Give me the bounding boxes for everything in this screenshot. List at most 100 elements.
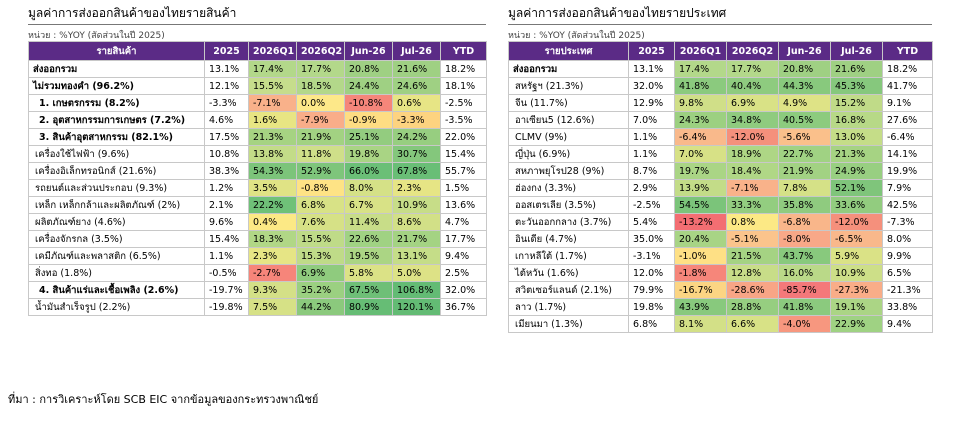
value-cell: -0.5% bbox=[204, 264, 249, 282]
value-cell: 0.4% bbox=[248, 213, 297, 231]
value-cell: 1.1% bbox=[628, 145, 675, 163]
row-label: สิ่งทอ (1.8%) bbox=[28, 264, 205, 282]
value-cell: 13.1% bbox=[204, 60, 249, 78]
value-cell: 0.8% bbox=[726, 213, 779, 231]
table-row: อินเดีย (4.7%) 35.0% 20.4% -5.1% -8.0% -6.5% 8… bbox=[508, 230, 933, 248]
value-cell: 8.0% bbox=[344, 179, 393, 197]
row-label: ส่งออกรวม bbox=[508, 60, 629, 78]
row-label: CLMV (9%) bbox=[508, 128, 629, 146]
row-label: น้ำมันสำเร็จรูป (2.2%) bbox=[28, 298, 205, 316]
value-cell: 13.1% bbox=[628, 60, 675, 78]
value-cell: 44.3% bbox=[778, 77, 831, 95]
row-label: ไต้หวัน (1.6%) bbox=[508, 264, 629, 282]
value-cell: -8.0% bbox=[778, 230, 831, 248]
product-table-title: มูลค่าการส่งออกสินค้าของไทยรายสินค้า bbox=[28, 6, 486, 25]
table-row: ลาว (1.7%) 19.8% 43.9% 28.8% 41.8% 19.1% 33.8% bbox=[508, 298, 933, 316]
value-cell: 9.6% bbox=[204, 213, 249, 231]
value-cell: 18.1% bbox=[440, 77, 487, 95]
value-cell: 15.3% bbox=[296, 247, 345, 265]
value-cell: 21.6% bbox=[392, 60, 441, 78]
value-cell: 66.0% bbox=[344, 162, 393, 180]
value-cell: -7.3% bbox=[882, 213, 933, 231]
value-cell: 9.9% bbox=[882, 247, 933, 265]
table-row: ไต้หวัน (1.6%) 12.0% -1.8% 12.8% 16.0% 10.9% 6… bbox=[508, 264, 933, 282]
value-cell: 4.7% bbox=[440, 213, 487, 231]
value-cell: 15.4% bbox=[440, 145, 487, 163]
value-cell: 24.4% bbox=[344, 77, 393, 95]
row-label: 4. สินค้าแร่และเชื้อเพลิง (2.6%) bbox=[28, 281, 205, 299]
value-cell: 35.0% bbox=[628, 230, 675, 248]
value-cell: 9.8% bbox=[674, 94, 727, 112]
value-cell: 1.1% bbox=[628, 128, 675, 146]
column-header: YTD bbox=[440, 41, 487, 61]
value-cell: 106.8% bbox=[392, 281, 441, 299]
value-cell: -2.5% bbox=[628, 196, 675, 214]
value-cell: 2.9% bbox=[628, 179, 675, 197]
value-cell: 11.8% bbox=[296, 145, 345, 163]
value-cell: 18.5% bbox=[296, 77, 345, 95]
value-cell: -85.7% bbox=[778, 281, 831, 299]
row-label: 1. เกษตรกรรม (8.2%) bbox=[28, 94, 205, 112]
table-row: ตะวันออกกลาง (3.7%) 5.4% -13.2% 0.8% -6.8% -1… bbox=[508, 213, 933, 231]
table-row: ญี่ปุ่น (6.9%) 1.1% 7.0% 18.9% 22.7% 21.3% 14.… bbox=[508, 145, 933, 163]
value-cell: 12.0% bbox=[628, 264, 675, 282]
value-cell: 8.1% bbox=[674, 315, 727, 333]
value-cell: 38.3% bbox=[204, 162, 249, 180]
value-cell: 1.2% bbox=[204, 179, 249, 197]
value-cell: 21.9% bbox=[778, 162, 831, 180]
value-cell: -27.3% bbox=[830, 281, 883, 299]
value-cell: 19.8% bbox=[628, 298, 675, 316]
table-row: สิ่งทอ (1.8%) -0.5% -2.7% 6.9% 5.8% 5.0% 2.5% bbox=[28, 264, 487, 282]
value-cell: -10.8% bbox=[344, 94, 393, 112]
value-cell: 5.9% bbox=[830, 247, 883, 265]
value-cell: 33.6% bbox=[830, 196, 883, 214]
table-row: เครื่องใช้ไฟฟ้า (9.6%) 10.8% 13.8% 11.8% 19.… bbox=[28, 145, 487, 163]
value-cell: 24.9% bbox=[830, 162, 883, 180]
value-cell: 43.9% bbox=[674, 298, 727, 316]
value-cell: 33.8% bbox=[882, 298, 933, 316]
value-cell: 13.6% bbox=[440, 196, 487, 214]
value-cell: 13.9% bbox=[674, 179, 727, 197]
value-cell: 13.8% bbox=[248, 145, 297, 163]
value-cell: 24.2% bbox=[392, 128, 441, 146]
value-cell: 7.6% bbox=[296, 213, 345, 231]
column-header: Jul-26 bbox=[392, 41, 441, 61]
column-header: 2026Q2 bbox=[726, 41, 779, 61]
value-cell: 22.2% bbox=[248, 196, 297, 214]
value-cell: -28.6% bbox=[726, 281, 779, 299]
value-cell: 17.7% bbox=[440, 230, 487, 248]
value-cell: 42.5% bbox=[882, 196, 933, 214]
value-cell: -7.1% bbox=[726, 179, 779, 197]
table-row: น้ำมันสำเร็จรูป (2.2%) -19.8% 7.5% 44.2% 80.… bbox=[28, 298, 487, 316]
row-label: เกาหลีใต้ (1.7%) bbox=[508, 247, 629, 265]
country-table-unit: หน่วย : %YOY (สัดส่วนในปี 2025) bbox=[508, 31, 645, 41]
table-row: 4. สินค้าแร่และเชื้อเพลิง (2.6%) -19.7% 9.… bbox=[28, 281, 487, 299]
value-cell: 33.3% bbox=[726, 196, 779, 214]
value-cell: 18.4% bbox=[726, 162, 779, 180]
value-cell: 6.5% bbox=[882, 264, 933, 282]
value-cell: 7.0% bbox=[628, 111, 675, 129]
value-cell: 10.8% bbox=[204, 145, 249, 163]
value-cell: -5.1% bbox=[726, 230, 779, 248]
table-row: จีน (11.7%) 12.9% 9.8% 6.9% 4.9% 15.2% 9.1% bbox=[508, 94, 933, 112]
value-cell: -7.1% bbox=[248, 94, 297, 112]
value-cell: -12.0% bbox=[830, 213, 883, 231]
value-cell: 9.3% bbox=[248, 281, 297, 299]
value-cell: 7.0% bbox=[674, 145, 727, 163]
value-cell: 15.5% bbox=[296, 230, 345, 248]
value-cell: 15.4% bbox=[204, 230, 249, 248]
value-cell: 45.3% bbox=[830, 77, 883, 95]
value-cell: 67.8% bbox=[392, 162, 441, 180]
column-header: 2026Q1 bbox=[248, 41, 297, 61]
value-cell: 5.4% bbox=[628, 213, 675, 231]
row-label: เมียนมา (1.3%) bbox=[508, 315, 629, 333]
value-cell: 17.5% bbox=[204, 128, 249, 146]
value-cell: 18.9% bbox=[726, 145, 779, 163]
table-header-row: รายสินค้า 2025 2026Q1 2026Q2 Jun-26 Jul-26 YTD bbox=[28, 41, 487, 61]
value-cell: 32.0% bbox=[628, 77, 675, 95]
value-cell: 79.9% bbox=[628, 281, 675, 299]
value-cell: 18.3% bbox=[248, 230, 297, 248]
country-table-title: มูลค่าการส่งออกสินค้าของไทยรายประเทศ bbox=[508, 6, 932, 25]
value-cell: 6.8% bbox=[628, 315, 675, 333]
value-cell: 19.8% bbox=[344, 145, 393, 163]
